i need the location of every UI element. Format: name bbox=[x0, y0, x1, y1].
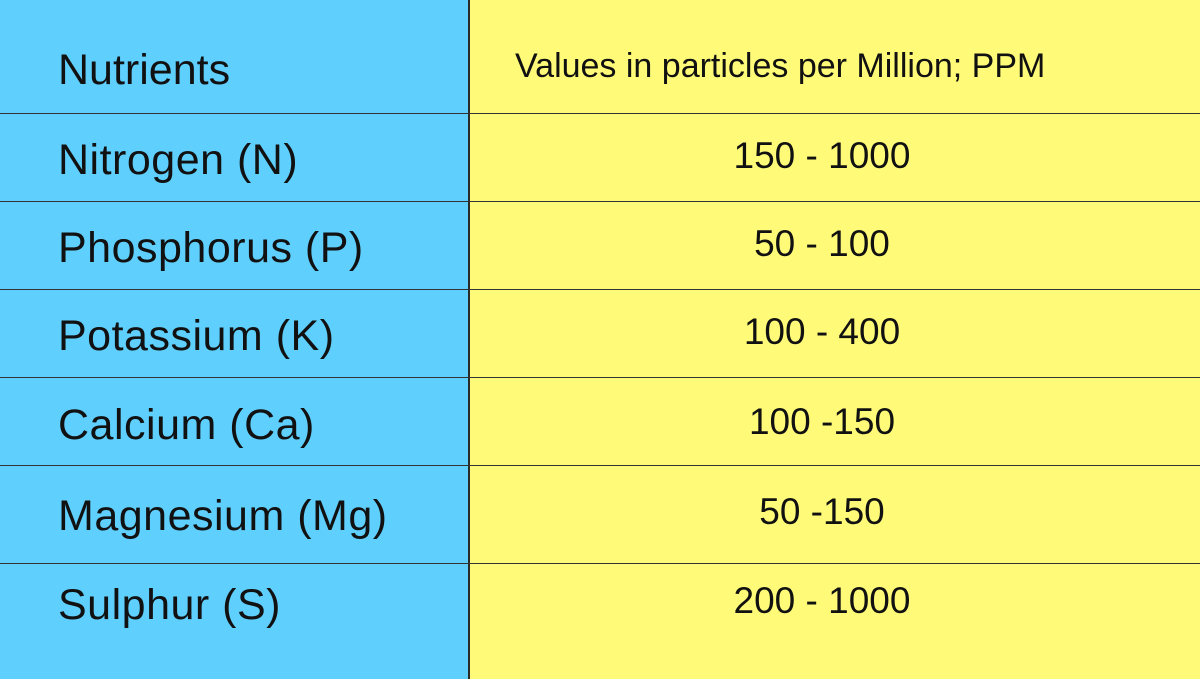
nutrient-name-potassium: Potassium (K) bbox=[58, 311, 335, 360]
row-divider bbox=[0, 465, 1200, 466]
nutrient-name-calcium: Calcium (Ca) bbox=[58, 400, 315, 449]
nutrient-value-potassium: 100 - 400 bbox=[743, 311, 901, 352]
nutrient-value-nitrogen: 150 - 1000 bbox=[733, 135, 911, 176]
header-nutrients: Nutrients bbox=[58, 45, 231, 94]
nutrient-name-nitrogen: Nitrogen (N) bbox=[58, 135, 299, 184]
nutrient-value-sulphur: 200 - 1000 bbox=[733, 580, 911, 621]
column-divider bbox=[468, 0, 470, 679]
nutrient-name-phosphorus: Phosphorus (P) bbox=[58, 223, 364, 272]
row-divider bbox=[0, 113, 1200, 114]
nutrient-name-magnesium: Magnesium (Mg) bbox=[58, 491, 388, 540]
nutrient-value-magnesium: 50 -150 bbox=[759, 491, 885, 532]
nutrient-value-phosphorus: 50 - 100 bbox=[754, 223, 890, 264]
header-values: Values in particles per Million; PPM bbox=[515, 46, 1046, 85]
row-divider bbox=[0, 201, 1200, 202]
row-divider bbox=[0, 289, 1200, 290]
nutrient-value-calcium: 100 -150 bbox=[748, 401, 896, 442]
row-divider bbox=[0, 563, 1200, 564]
row-divider bbox=[0, 377, 1200, 378]
nutrient-name-sulphur: Sulphur (S) bbox=[58, 580, 281, 629]
